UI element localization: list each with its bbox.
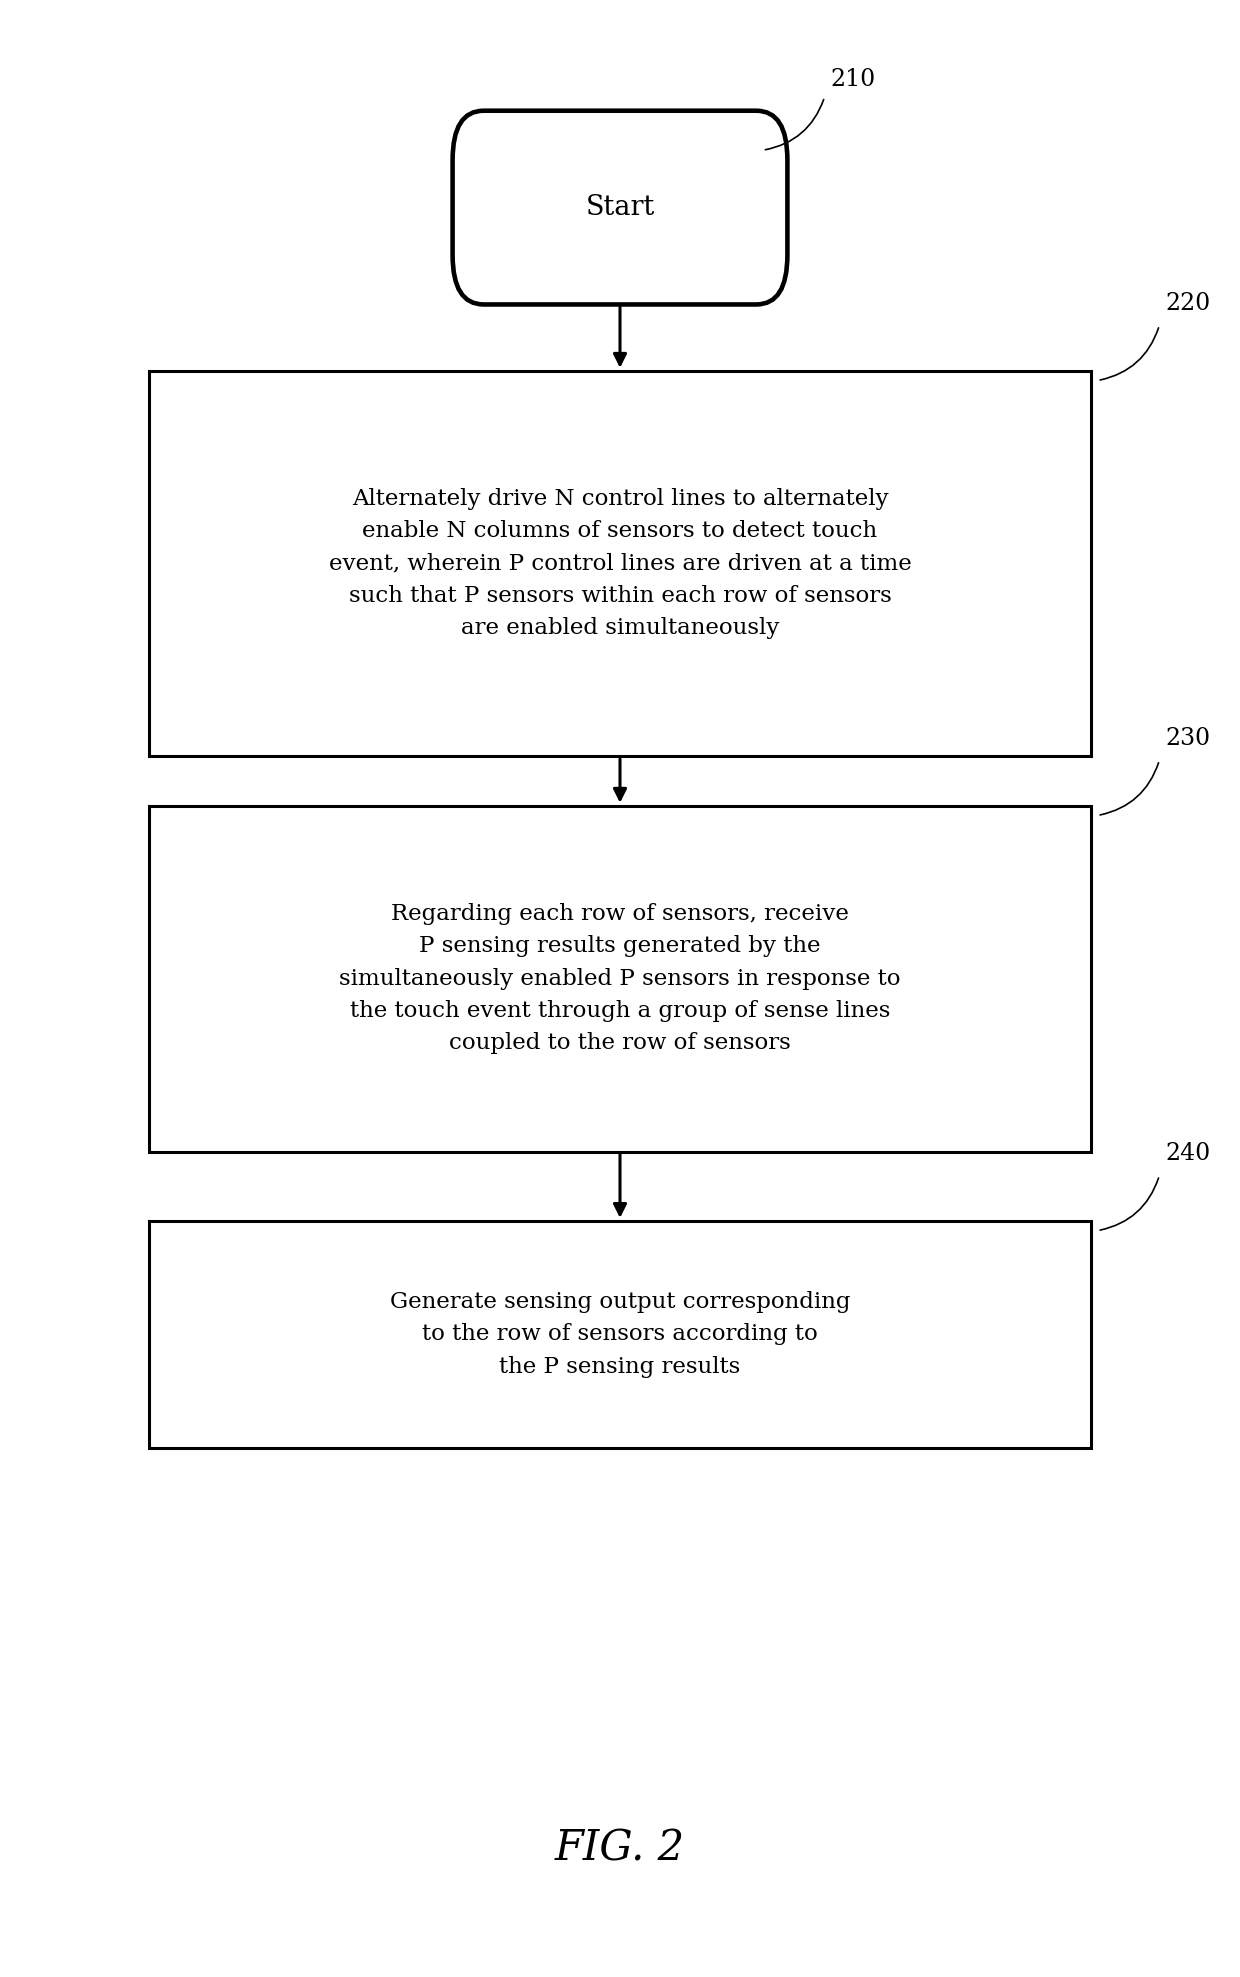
Text: 230: 230 [1166, 728, 1210, 749]
Text: FIG. 2: FIG. 2 [556, 1827, 684, 1870]
Text: Alternately drive N control lines to alternately
enable N columns of sensors to : Alternately drive N control lines to alt… [329, 488, 911, 639]
Text: 210: 210 [831, 67, 875, 91]
FancyBboxPatch shape [453, 111, 787, 304]
Text: Start: Start [585, 194, 655, 221]
Text: Regarding each row of sensors, receive
P sensing results generated by the
simult: Regarding each row of sensors, receive P… [340, 903, 900, 1054]
FancyBboxPatch shape [149, 807, 1091, 1151]
FancyBboxPatch shape [149, 372, 1091, 757]
Text: 220: 220 [1166, 293, 1210, 314]
Text: 240: 240 [1166, 1143, 1210, 1164]
Text: Generate sensing output corresponding
to the row of sensors according to
the P s: Generate sensing output corresponding to… [389, 1291, 851, 1378]
FancyBboxPatch shape [149, 1220, 1091, 1447]
